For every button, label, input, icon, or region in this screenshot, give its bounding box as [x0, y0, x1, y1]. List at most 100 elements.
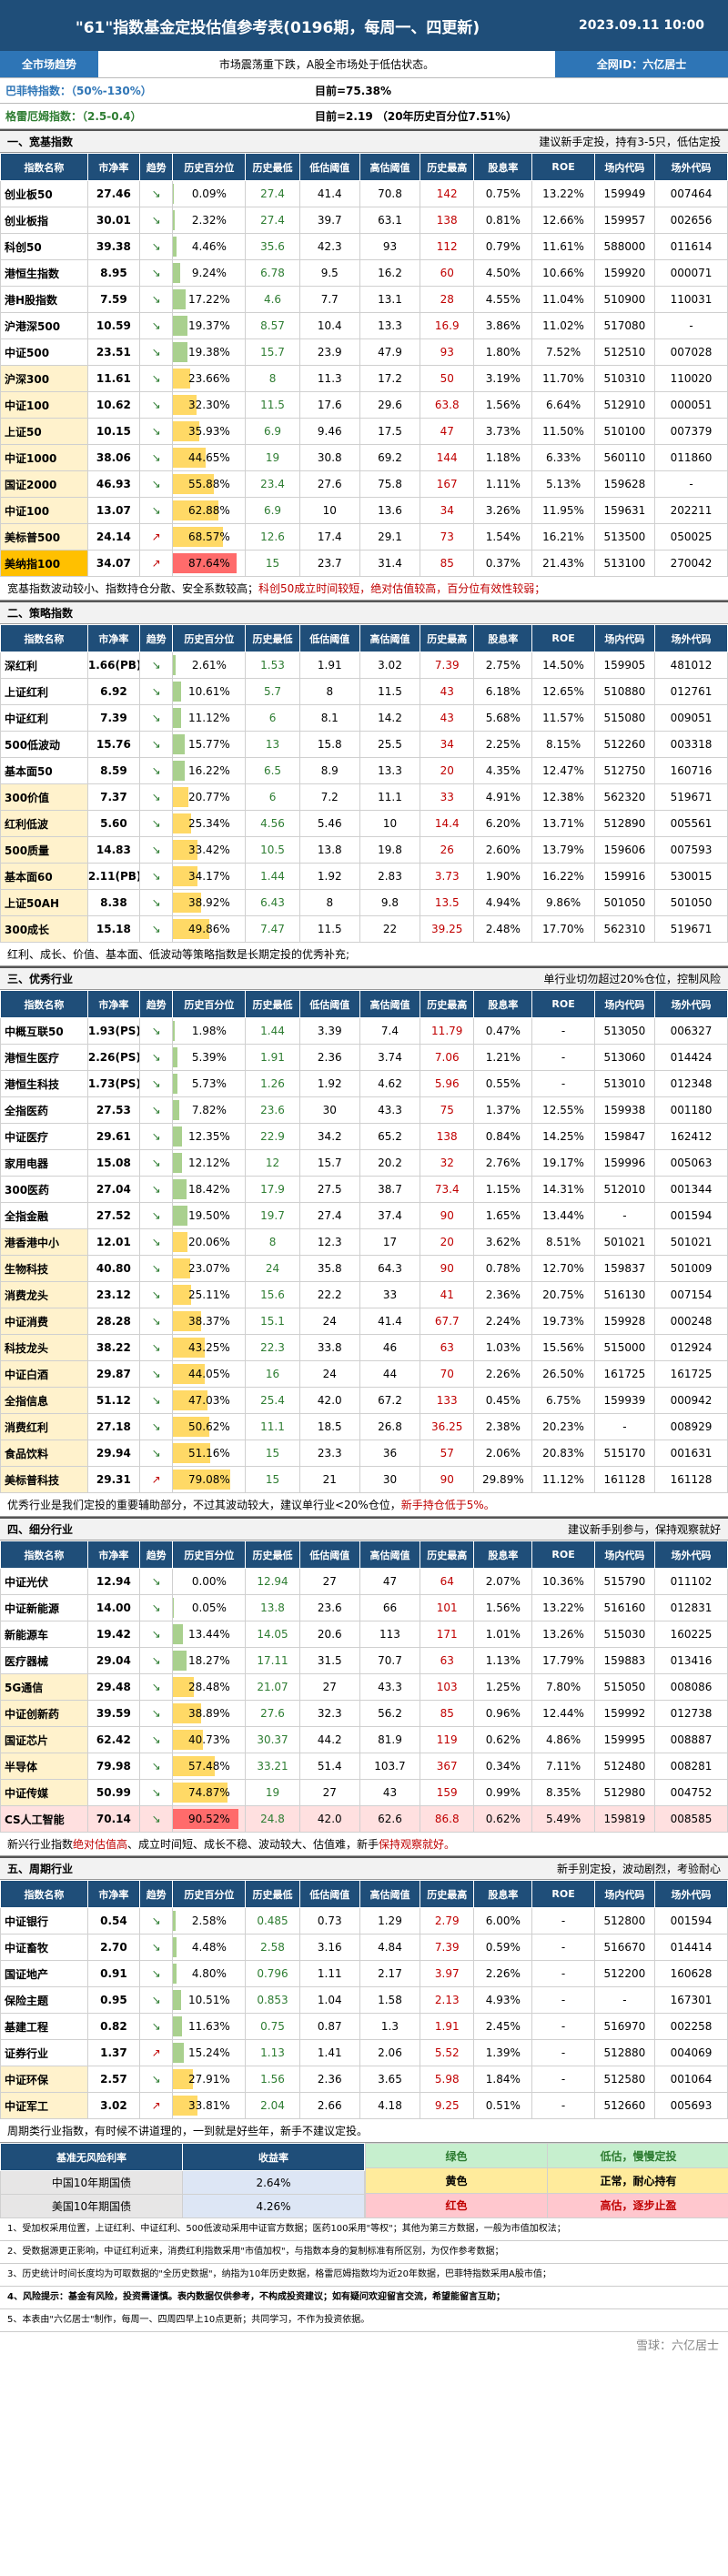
trend-arrow-icon: ↘ — [138, 731, 174, 758]
table-row[interactable]: 基本面50 8.59 ↘ 16.22% 6.5 8.9 13.3 20 4.35… — [0, 757, 728, 784]
table-row[interactable]: 中概互联50 1.93(PS) ↘ 1.98% 1.44 3.39 7.4 11… — [0, 1017, 728, 1045]
trend-arrow-icon: ↘ — [138, 1568, 174, 1595]
table-row[interactable]: 中证环保 2.57 ↘ 27.91% 1.56 2.36 3.65 5.98 1… — [0, 2066, 728, 2093]
high-threshold: 2.17 — [359, 1960, 421, 1987]
otc-code: 007593 — [653, 836, 728, 864]
table-row[interactable]: 上证50 10.15 ↘ 35.93% 6.9 9.46 17.5 47 3.7… — [0, 418, 728, 445]
trend-arrow-icon: ↘ — [138, 1202, 174, 1229]
table-row[interactable]: 家用电器 15.08 ↘ 12.12% 12 15.7 20.2 32 2.76… — [0, 1149, 728, 1177]
table-row[interactable]: 上证50AH 8.38 ↘ 38.92% 6.43 8 9.8 13.5 4.9… — [0, 889, 728, 916]
table-row[interactable]: 医疗器械 29.04 ↘ 18.27% 17.11 31.5 70.7 63 1… — [0, 1647, 728, 1674]
hist-low: 1.13 — [245, 2039, 300, 2066]
table-row[interactable]: 国证地产 0.91 ↘ 4.80% 0.796 1.11 2.17 3.97 2… — [0, 1960, 728, 1987]
table-row[interactable]: 国证2000 46.93 ↘ 55.88% 23.4 27.6 75.8 167… — [0, 470, 728, 498]
table-row[interactable]: 中证消费 28.28 ↘ 38.37% 15.1 24 41.4 67.7 2.… — [0, 1308, 728, 1335]
hist-low: 8 — [245, 1228, 300, 1256]
table-row[interactable]: 500低波动 15.76 ↘ 15.77% 13 15.8 25.5 34 2.… — [0, 731, 728, 758]
table-row[interactable]: 生物科技 40.80 ↘ 23.07% 24 35.8 64.3 90 0.78… — [0, 1255, 728, 1282]
table-row[interactable]: 美标普科技 29.31 ↗ 79.08% 15 21 30 90 29.89% … — [0, 1466, 728, 1493]
column-header: 低估阈值 — [298, 153, 360, 181]
table-row[interactable]: 深红利 1.66(PB) ↘ 2.61% 1.53 1.91 3.02 7.39… — [0, 652, 728, 679]
table-row[interactable]: 300成长 15.18 ↘ 49.86% 7.47 11.5 22 39.25 … — [0, 915, 728, 943]
table-row[interactable]: 科创50 39.38 ↘ 4.46% 35.6 42.3 93 112 0.79… — [0, 233, 728, 260]
table-row[interactable]: 中证新能源 14.00 ↘ 0.05% 13.8 23.6 66 101 1.5… — [0, 1594, 728, 1621]
table-row[interactable]: 300价值 7.37 ↘ 20.77% 6 7.2 11.1 33 4.91% … — [0, 783, 728, 811]
hist-high: 90 — [420, 1202, 475, 1229]
column-header: 指数名称 — [0, 990, 88, 1018]
trend-arrow-icon: ↗ — [138, 523, 174, 551]
table-row[interactable]: 全指医药 27.53 ↘ 7.82% 23.6 30 43.3 75 1.37%… — [0, 1096, 728, 1124]
table-row[interactable]: 500质量 14.83 ↘ 33.42% 10.5 13.8 19.8 26 2… — [0, 836, 728, 864]
table-row[interactable]: 半导体 79.98 ↘ 57.48% 33.21 51.4 103.7 367 … — [0, 1753, 728, 1780]
table-row[interactable]: 港恒生科技 1.73(PS) ↘ 5.73% 1.26 1.92 4.62 5.… — [0, 1070, 728, 1097]
percentile-cell: 4.48% — [172, 1934, 247, 1961]
rate-value: 4.26% — [182, 2194, 365, 2218]
table-row[interactable]: 中证100 10.62 ↘ 32.30% 11.5 17.6 29.6 63.8… — [0, 391, 728, 419]
trend-arrow-icon: ↘ — [138, 2013, 174, 2040]
table-row[interactable]: 保险主题 0.95 ↘ 10.51% 0.853 1.04 1.58 2.13 … — [0, 1986, 728, 2014]
table-row[interactable]: 证券行业 1.37 ↗ 15.24% 1.13 1.41 2.06 5.52 1… — [0, 2039, 728, 2066]
table-row[interactable]: 食品饮料 29.94 ↘ 51.16% 15 23.3 36 57 2.06% … — [0, 1440, 728, 1467]
table-row[interactable]: 300医药 27.04 ↘ 18.42% 17.9 27.5 38.7 73.4… — [0, 1176, 728, 1203]
high-threshold: 103.7 — [359, 1753, 421, 1780]
table-row[interactable]: 中证白酒 29.87 ↘ 44.05% 16 24 44 70 2.26% 26… — [0, 1360, 728, 1388]
table-row[interactable]: 中证光伏 12.94 ↘ 0.00% 12.94 27 47 64 2.07% … — [0, 1568, 728, 1595]
high-threshold: 22 — [359, 915, 421, 943]
table-row[interactable]: 中证创新药 39.59 ↘ 38.89% 27.6 32.3 56.2 85 0… — [0, 1700, 728, 1727]
table-row[interactable]: 港香港中小 12.01 ↘ 20.06% 8 12.3 17 20 3.62% … — [0, 1228, 728, 1256]
table-row[interactable]: 港H股指数 7.59 ↘ 17.22% 4.6 7.7 13.1 28 4.55… — [0, 286, 728, 313]
table-row[interactable]: 沪港深500 10.59 ↘ 19.37% 8.57 10.4 13.3 16.… — [0, 312, 728, 339]
table-row[interactable]: 国证芯片 62.42 ↘ 40.73% 30.37 44.2 81.9 119 … — [0, 1726, 728, 1753]
roe: 12.38% — [531, 783, 595, 811]
table-row[interactable]: 中证医疗 29.61 ↘ 12.35% 22.9 34.2 65.2 138 0… — [0, 1123, 728, 1150]
percentile-bar — [173, 1809, 238, 1829]
index-name: 中证100 — [0, 391, 88, 419]
index-name: 深红利 — [0, 652, 88, 679]
table-row[interactable]: 港恒生医疗 2.26(PS) ↘ 5.39% 1.91 2.36 3.74 7.… — [0, 1044, 728, 1071]
low-threshold: 1.11 — [298, 1960, 360, 1987]
table-row[interactable]: 中证军工 3.02 ↗ 33.81% 2.04 2.66 4.18 9.25 0… — [0, 2092, 728, 2119]
dividend-yield: 0.79% — [473, 233, 533, 260]
table-row[interactable]: 中证红利 7.39 ↘ 11.12% 6 8.1 14.2 43 5.68% 1… — [0, 704, 728, 732]
table-row[interactable]: 消费红利 27.18 ↘ 50.62% 11.1 18.5 26.8 36.25… — [0, 1413, 728, 1440]
trend-arrow-icon: ↘ — [138, 1360, 174, 1388]
table-row[interactable]: 消费龙头 23.12 ↘ 25.11% 15.6 22.2 33 41 2.36… — [0, 1281, 728, 1308]
percentile-value: 19.37% — [188, 319, 230, 332]
table-row[interactable]: 全指信息 51.12 ↘ 47.03% 25.4 42.0 67.2 133 0… — [0, 1387, 728, 1414]
table-row[interactable]: 科技龙头 38.22 ↘ 43.25% 22.3 33.8 46 63 1.03… — [0, 1334, 728, 1361]
table-row[interactable]: 红利低波 5.60 ↘ 25.34% 4.56 5.46 10 14.4 6.2… — [0, 810, 728, 837]
table-row[interactable]: 港恒生指数 8.95 ↘ 9.24% 6.78 9.5 16.2 60 4.50… — [0, 259, 728, 287]
table-row[interactable]: 创业板50 27.46 ↘ 0.09% 27.4 41.4 70.8 142 0… — [0, 180, 728, 207]
otc-code: 167301 — [653, 1986, 728, 2014]
table-row[interactable]: 上证红利 6.92 ↘ 10.61% 5.7 8 11.5 43 6.18% 1… — [0, 678, 728, 705]
table-row[interactable]: 全指金融 27.52 ↘ 19.50% 19.7 27.4 37.4 90 1.… — [0, 1202, 728, 1229]
table-row[interactable]: 新能源车 19.42 ↘ 13.44% 14.05 20.6 113 171 1… — [0, 1621, 728, 1648]
table-row[interactable]: 美纳指100 34.07 ↗ 87.64% 15 23.7 31.4 85 0.… — [0, 550, 728, 577]
index-name: 中证500 — [0, 338, 88, 366]
dividend-yield: 2.76% — [473, 1149, 533, 1177]
table-row[interactable]: 美标普500 24.14 ↗ 68.57% 12.6 17.4 29.1 73 … — [0, 523, 728, 551]
dividend-yield: 0.55% — [473, 1070, 533, 1097]
pe-value: 6.92 — [86, 678, 140, 705]
otc-code: 002258 — [653, 2013, 728, 2040]
otc-code: 012761 — [653, 678, 728, 705]
table-row[interactable]: 中证500 23.51 ↘ 19.38% 15.7 23.9 47.9 93 1… — [0, 338, 728, 366]
table-row[interactable]: 沪深300 11.61 ↘ 23.66% 8 11.3 17.2 50 3.19… — [0, 365, 728, 392]
percentile-bar — [173, 1179, 187, 1199]
table-row[interactable]: 基建工程 0.82 ↘ 11.63% 0.75 0.87 1.3 1.91 2.… — [0, 2013, 728, 2040]
roe: 11.12% — [531, 1466, 595, 1493]
table-row[interactable]: CS人工智能 70.14 ↘ 90.52% 24.8 42.0 62.6 86.… — [0, 1805, 728, 1833]
percentile-bar — [173, 1703, 202, 1723]
hist-low: 2.04 — [245, 2092, 300, 2119]
table-row[interactable]: 创业板指 30.01 ↘ 2.32% 27.4 39.7 63.1 138 0.… — [0, 207, 728, 234]
percentile-bar — [173, 919, 209, 939]
table-row[interactable]: 中证畜牧 2.70 ↘ 4.48% 2.58 3.16 4.84 7.39 0.… — [0, 1934, 728, 1961]
table-row[interactable]: 中证1000 38.06 ↘ 44.65% 19 30.8 69.2 144 1… — [0, 444, 728, 471]
percentile-value: 0.09% — [191, 187, 227, 200]
hist-low: 0.853 — [245, 1986, 300, 2014]
table-row[interactable]: 中证传媒 50.99 ↘ 74.87% 19 27 43 159 0.99% 8… — [0, 1779, 728, 1806]
table-row[interactable]: 中证100 13.07 ↘ 62.88% 6.9 10 13.6 34 3.26… — [0, 497, 728, 524]
table-row[interactable]: 基本面60 2.11(PB) ↘ 34.17% 1.44 1.92 2.83 3… — [0, 863, 728, 890]
table-row[interactable]: 中证银行 0.54 ↘ 2.58% 0.485 0.73 1.29 2.79 6… — [0, 1907, 728, 1935]
table-row[interactable]: 5G通信 29.48 ↘ 28.48% 21.07 27 43.3 103 1.… — [0, 1673, 728, 1701]
